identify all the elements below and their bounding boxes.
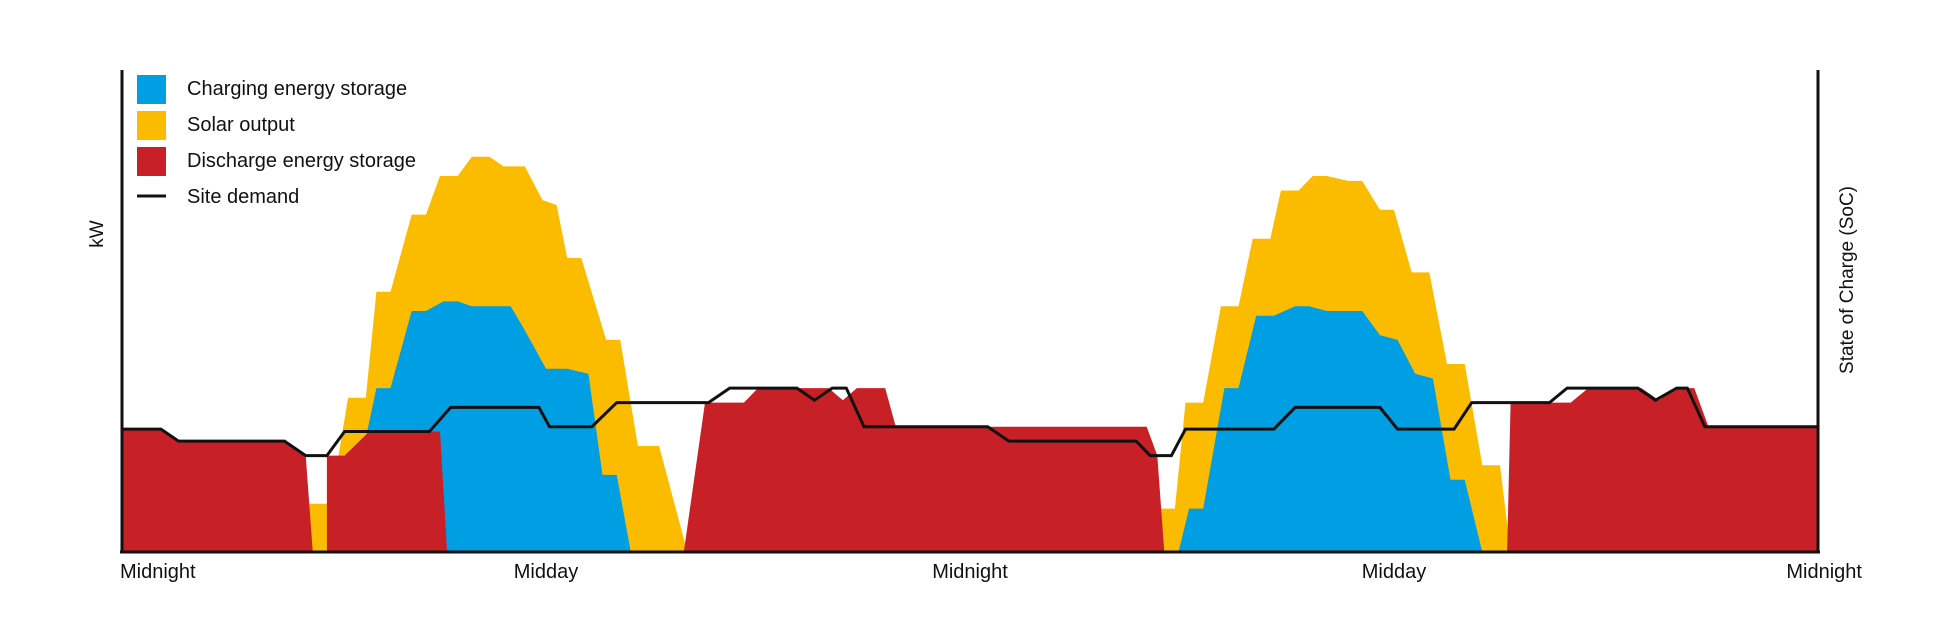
chart-axes <box>120 70 1820 554</box>
legend-swatch-solar-output <box>137 111 166 140</box>
y-axis-label: kW <box>87 220 108 248</box>
legend-label-site-demand: Site demand <box>187 186 299 208</box>
series-line-site-demand <box>122 386 1818 458</box>
chart-areas <box>122 156 1818 553</box>
legend-label-charging-energy-storage: Charging energy storage <box>187 78 407 100</box>
legend-label-discharge-energy-storage: Discharge energy storage <box>187 150 416 172</box>
x-tick-label: Midday <box>1362 561 1426 583</box>
legend: Charging energy storage Solar output Disch… <box>137 75 416 208</box>
x-tick-label: Midnight <box>120 561 196 583</box>
x-tick-label: Midnight <box>932 561 1008 583</box>
legend-swatch-charging-energy-storage <box>137 75 166 104</box>
series-area-solar-output <box>298 156 1511 553</box>
x-tick-label: Midnight <box>1786 561 1862 583</box>
legend-swatch-discharge-energy-storage <box>137 147 166 176</box>
legend-label-solar-output: Solar output <box>187 114 295 136</box>
series-area-charging-energy-storage <box>326 301 1483 552</box>
chart-demand-line-group <box>122 386 1818 458</box>
y2-axis-label: State of Charge (SoC) <box>1837 186 1858 374</box>
series-area-discharge-energy-storage <box>122 388 1818 552</box>
x-tick-labels: Midnight Midday Midnight Midday Midnight <box>120 561 1862 583</box>
x-tick-label: Midday <box>514 561 578 583</box>
